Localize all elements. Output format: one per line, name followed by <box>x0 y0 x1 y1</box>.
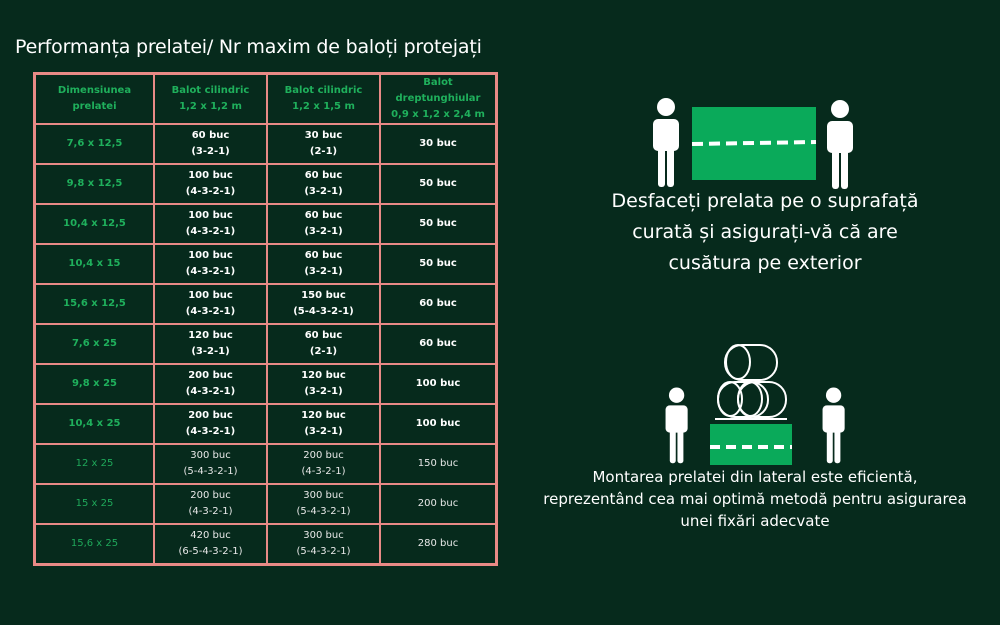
cell-dimension: 9,8 x 25 <box>33 363 155 405</box>
table-row: 9,8 x 25 200 buc (4-3-2-1) 120 buc (3-2-1) 10… <box>33 363 498 405</box>
cell-round-bale-15: 60 buc (2-1) <box>266 323 381 365</box>
cell-square-bale: 50 buc <box>379 163 498 205</box>
person-icon <box>665 387 688 464</box>
table-row: 15,6 x 12,5 100 buc (4-3-2-1) 150 buc (5-4-3… <box>33 283 498 325</box>
table-row: 7,6 x 12,5 60 buc (3-2-1) 30 buc (2-1) 30 buc <box>33 123 498 165</box>
hay-bales-icon <box>715 344 787 420</box>
cell-square-bale: 100 buc <box>379 403 498 445</box>
cell-round-bale-15: 30 buc (2-1) <box>266 123 381 165</box>
cell-round-bale-15: 60 buc (3-2-1) <box>266 243 381 285</box>
header-round-bale-12: Balot cilindric 1,2 x 1,2 m <box>153 72 268 125</box>
cell-dimension: 7,6 x 12,5 <box>33 123 155 165</box>
table-row: 9,8 x 12,5 100 buc (4-3-2-1) 60 buc (3-2-1) 5… <box>33 163 498 205</box>
cell-round-bale-12: 200 buc (4-3-2-1) <box>153 483 268 525</box>
cell-round-bale-15: 150 buc (5-4-3-2-1) <box>266 283 381 325</box>
cell-dimension: 10,4 x 12,5 <box>33 203 155 245</box>
unfold-tarp-illustration <box>653 98 853 189</box>
cell-square-bale: 60 buc <box>379 323 498 365</box>
tarp-icon <box>710 424 792 465</box>
page-title: Performanța prelatei/ Nr maxim de baloți… <box>15 36 482 58</box>
cell-dimension: 15 x 25 <box>33 483 155 525</box>
cell-round-bale-15: 120 buc (3-2-1) <box>266 403 381 445</box>
table-row: 7,6 x 25 120 buc (3-2-1) 60 buc (2-1) 60 buc <box>33 323 498 365</box>
cell-round-bale-12: 100 buc (4-3-2-1) <box>153 243 268 285</box>
cell-dimension: 12 x 25 <box>33 443 155 485</box>
cell-dimension: 9,8 x 12,5 <box>33 163 155 205</box>
cell-round-bale-12: 100 buc (4-3-2-1) <box>153 283 268 325</box>
cell-square-bale: 150 buc <box>379 443 498 485</box>
person-icon <box>822 387 845 464</box>
side-mount-illustration <box>665 344 845 465</box>
table-row: 10,4 x 15 100 buc (4-3-2-1) 60 buc (3-2-1) 50… <box>33 243 498 285</box>
cell-square-bale: 50 buc <box>379 243 498 285</box>
table-header-row: Dimensiunea prelatei Balot cilindric 1,2 … <box>33 72 498 125</box>
cell-square-bale: 60 buc <box>379 283 498 325</box>
cell-round-bale-12: 300 buc (5-4-3-2-1) <box>153 443 268 485</box>
instruction-unfold: Desfaceți prelata pe o suprafață curată ș… <box>611 190 919 274</box>
table-row: 10,4 x 12,5 100 buc (4-3-2-1) 60 buc (3-2-1)… <box>33 203 498 245</box>
cell-round-bale-12: 60 buc (3-2-1) <box>153 123 268 165</box>
header-round-bale-15: Balot cilindric 1,2 x 1,5 m <box>266 72 381 125</box>
table-row: 15 x 25 200 buc (4-3-2-1) 300 buc (5-4-3-2-1… <box>33 483 498 525</box>
cell-round-bale-12: 420 buc (6-5-4-3-2-1) <box>153 523 268 566</box>
instruction-side-mount: Montarea prelatei din lateral este efici… <box>543 468 967 530</box>
table-row: 10,4 x 25 200 buc (4-3-2-1) 120 buc (3-2-1) 1… <box>33 403 498 445</box>
header-square-bale: Balot dreptunghiular 0,9 x 1,2 x 2,4 m <box>379 72 498 125</box>
cell-round-bale-12: 120 buc (3-2-1) <box>153 323 268 365</box>
cell-square-bale: 100 buc <box>379 363 498 405</box>
cell-dimension: 7,6 x 25 <box>33 323 155 365</box>
cell-round-bale-12: 100 buc (4-3-2-1) <box>153 163 268 205</box>
cell-round-bale-12: 200 buc (4-3-2-1) <box>153 403 268 445</box>
cell-round-bale-12: 200 buc (4-3-2-1) <box>153 363 268 405</box>
cell-dimension: 10,4 x 15 <box>33 243 155 285</box>
cell-square-bale: 200 buc <box>379 483 498 525</box>
cell-round-bale-15: 60 buc (3-2-1) <box>266 163 381 205</box>
cell-round-bale-15: 200 buc (4-3-2-1) <box>266 443 381 485</box>
table-row: 15,6 x 25 420 buc (6-5-4-3-2-1) 300 buc (5-4… <box>33 523 498 566</box>
table-row: 12 x 25 300 buc (5-4-3-2-1) 200 buc (4-3-2-1… <box>33 443 498 485</box>
person-icon <box>827 100 853 189</box>
cell-square-bale: 280 buc <box>379 523 498 566</box>
cell-round-bale-12: 100 buc (4-3-2-1) <box>153 203 268 245</box>
person-icon <box>653 98 679 187</box>
cell-dimension: 10,4 x 25 <box>33 403 155 445</box>
cell-round-bale-15: 300 buc (5-4-3-2-1) <box>266 523 381 566</box>
cell-dimension: 15,6 x 12,5 <box>33 283 155 325</box>
header-dimension: Dimensiunea prelatei <box>33 72 155 125</box>
cell-square-bale: 30 buc <box>379 123 498 165</box>
tarp-performance-table: Dimensiunea prelatei Balot cilindric 1,2 … <box>33 72 498 566</box>
cell-round-bale-15: 60 buc (3-2-1) <box>266 203 381 245</box>
cell-round-bale-15: 300 buc (5-4-3-2-1) <box>266 483 381 525</box>
cell-square-bale: 50 buc <box>379 203 498 245</box>
cell-dimension: 15,6 x 25 <box>33 523 155 566</box>
cell-round-bale-15: 120 buc (3-2-1) <box>266 363 381 405</box>
